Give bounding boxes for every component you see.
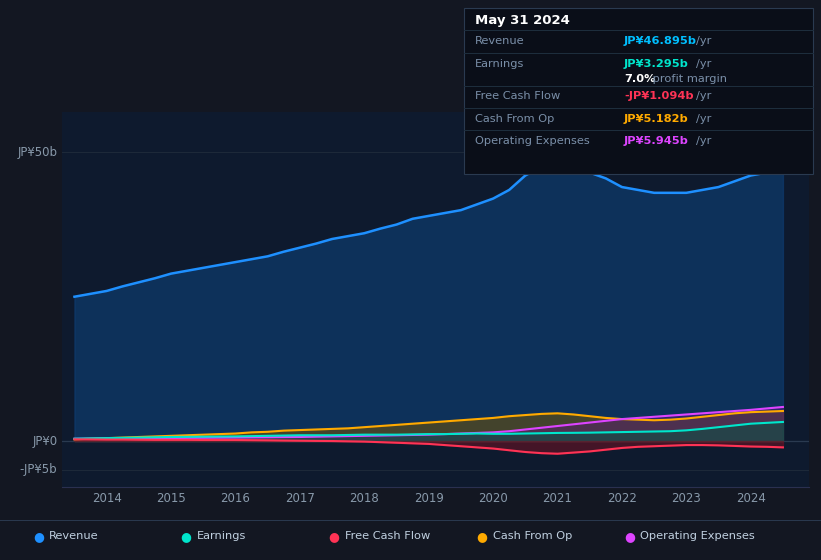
Text: JP¥5.182b: JP¥5.182b (624, 114, 689, 124)
Text: -JP¥1.094b: -JP¥1.094b (624, 91, 694, 101)
Text: JP¥50b: JP¥50b (17, 146, 57, 159)
Text: Cash From Op: Cash From Op (475, 114, 554, 124)
Text: Revenue: Revenue (475, 36, 524, 46)
Text: ●: ● (33, 530, 44, 543)
Text: /yr: /yr (696, 59, 712, 69)
Text: JP¥0: JP¥0 (32, 435, 57, 447)
Text: Earnings: Earnings (475, 59, 524, 69)
Text: JP¥3.295b: JP¥3.295b (624, 59, 689, 69)
Text: -JP¥5b: -JP¥5b (20, 463, 57, 477)
Text: Operating Expenses: Operating Expenses (475, 136, 589, 146)
Text: /yr: /yr (696, 36, 712, 46)
Text: Earnings: Earnings (197, 531, 246, 542)
Text: ●: ● (624, 530, 635, 543)
Text: ●: ● (476, 530, 487, 543)
Text: 7.0%: 7.0% (624, 74, 655, 85)
Text: /yr: /yr (696, 136, 712, 146)
Text: profit margin: profit margin (649, 74, 727, 85)
Text: /yr: /yr (696, 114, 712, 124)
Text: May 31 2024: May 31 2024 (475, 14, 570, 27)
Text: Free Cash Flow: Free Cash Flow (345, 531, 430, 542)
Text: JP¥46.895b: JP¥46.895b (624, 36, 697, 46)
Text: ●: ● (328, 530, 339, 543)
Text: Revenue: Revenue (49, 531, 99, 542)
Text: Free Cash Flow: Free Cash Flow (475, 91, 560, 101)
Text: ●: ● (181, 530, 191, 543)
Text: JP¥5.945b: JP¥5.945b (624, 136, 689, 146)
Text: Operating Expenses: Operating Expenses (640, 531, 755, 542)
Text: /yr: /yr (696, 91, 712, 101)
Text: Cash From Op: Cash From Op (493, 531, 572, 542)
